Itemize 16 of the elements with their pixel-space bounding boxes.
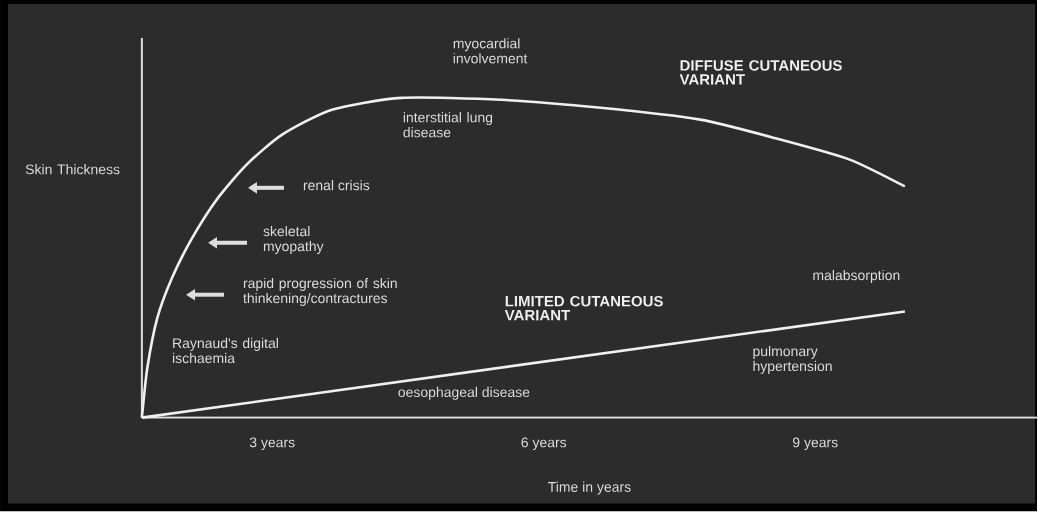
x-tick-label: 3 years: [249, 437, 295, 451]
y-axis-title: Skin Thickness: [25, 164, 120, 175]
text: myocardial involvement: [453, 38, 528, 64]
text: DIFFUSE CUTANEOUS VARIANT: [679, 60, 842, 85]
annotation: oesophageal disease: [398, 387, 530, 401]
annotation: interstitial lung disease: [403, 112, 493, 138]
annotation: renal crisis: [303, 180, 370, 191]
x-axis-title: Time in years: [548, 481, 631, 495]
series-label: LIMITED CUTANEOUS VARIANT: [504, 296, 663, 321]
annotation: rapid progression of skin thinkening/contractures: [243, 278, 397, 307]
annotation: malabsorption: [813, 270, 900, 284]
annotation: skeletal myopathy: [263, 226, 324, 255]
x-tick-label: 6 years: [521, 437, 567, 451]
annotation: Raynaud's digital ischaemia: [172, 338, 278, 364]
annotation: pulmonary hypertension: [753, 346, 832, 375]
x-tick-label: 9 years: [792, 437, 838, 451]
